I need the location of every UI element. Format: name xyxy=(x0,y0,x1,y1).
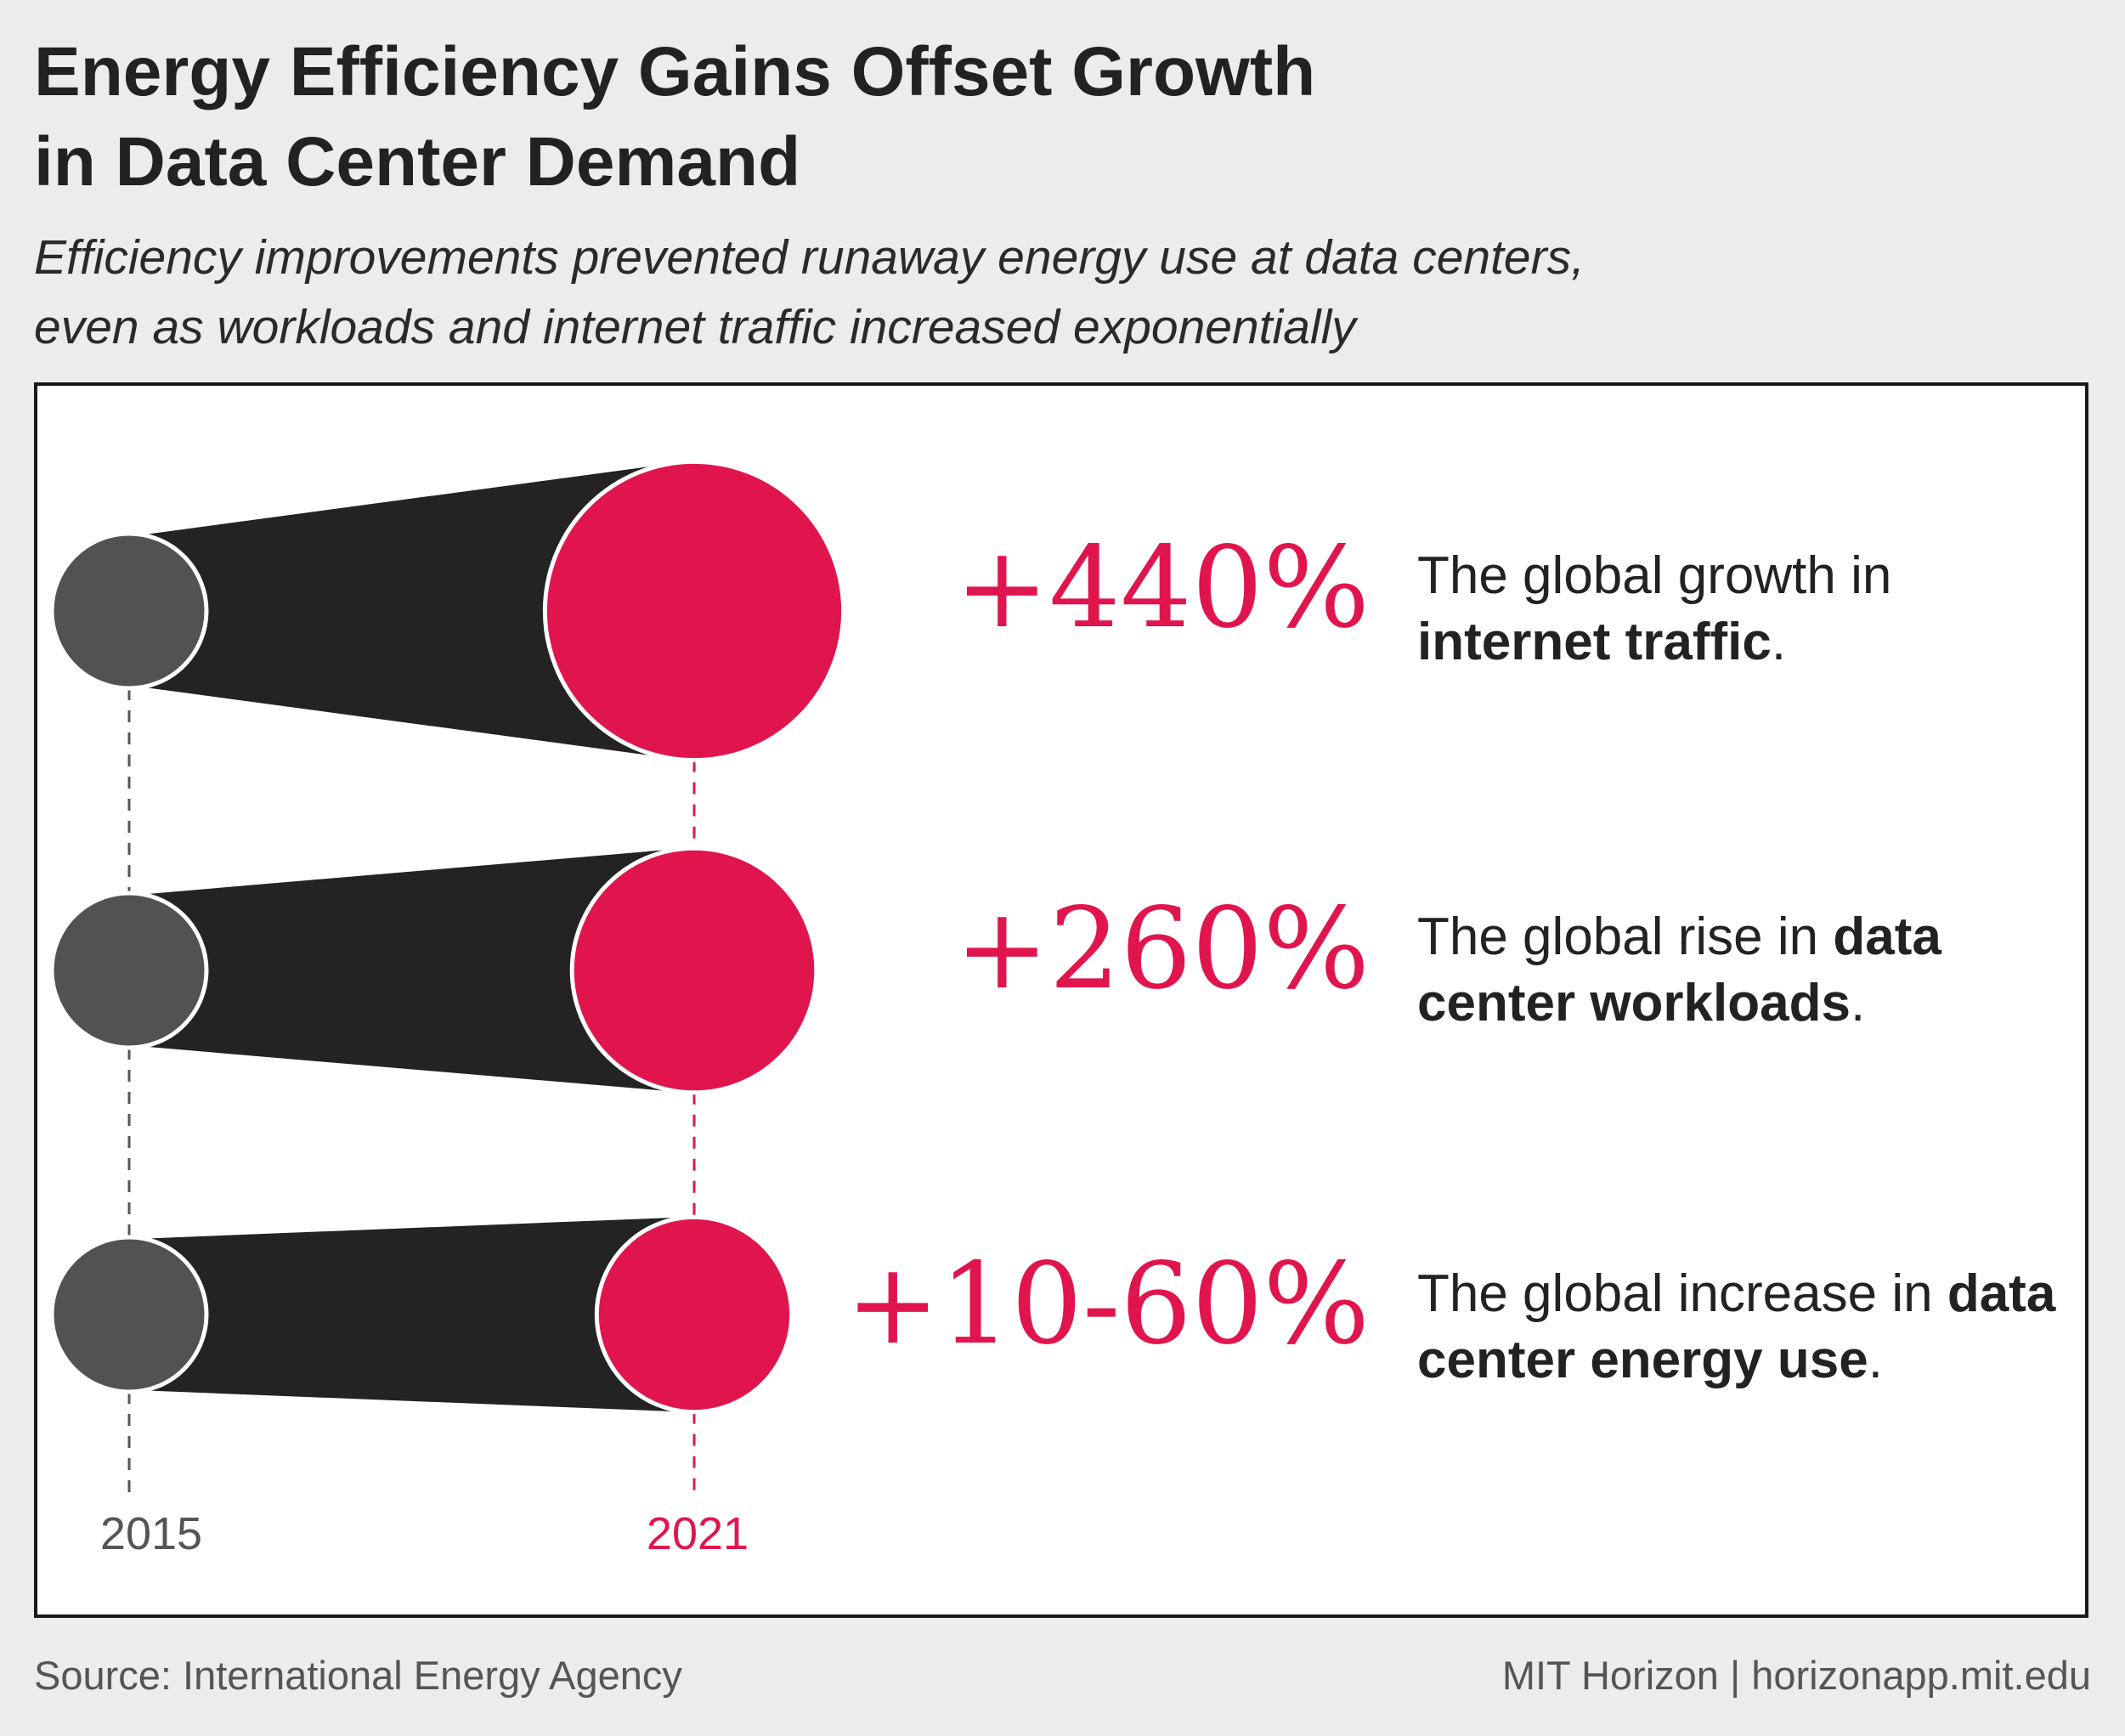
title-line-2: in Data Center Demand xyxy=(34,123,801,201)
desc-highlight: data center energy use xyxy=(1417,1264,2056,1389)
chart-subtitle: Efficiency improvements prevented runawa… xyxy=(34,223,1988,362)
bubble-2021 xyxy=(569,845,819,1095)
desc-period: . xyxy=(1868,1331,1883,1389)
connector-band xyxy=(139,1217,686,1412)
bubble-chart xyxy=(49,459,846,1497)
source-note: Source: International Energy Agency xyxy=(34,1653,682,1698)
value-label-energy-use: +10-60% xyxy=(845,1239,1370,1370)
subtitle-line-2: even as workloads and internet traffic i… xyxy=(34,300,1356,354)
desc-highlight: data center workloads xyxy=(1417,908,1941,1032)
desc-text: The global rise in xyxy=(1417,908,1834,966)
desc-internet-traffic: The global growth in internet traffic. xyxy=(1417,543,2063,676)
desc-energy-use: The global increase in data center energ… xyxy=(1417,1261,2063,1394)
bubble-2021 xyxy=(542,459,846,763)
credit-note: MIT Horizon | horizonapp.mit.edu xyxy=(1501,1653,2091,1698)
desc-highlight: internet traffic xyxy=(1417,613,1772,671)
desc-text: The global growth in xyxy=(1417,546,1892,605)
bubble-2015 xyxy=(49,1235,209,1394)
desc-text: The global increase in xyxy=(1417,1264,1947,1323)
bubble-2015 xyxy=(49,891,209,1050)
bubble-2015 xyxy=(49,531,209,691)
subtitle-line-1: Efficiency improvements prevented runawa… xyxy=(34,230,1585,285)
connector-band xyxy=(139,848,686,1093)
year-label-2015: 2015 xyxy=(99,1508,203,1559)
desc-workloads: The global rise in data center workloads… xyxy=(1417,904,2063,1037)
value-label-workloads: +260% xyxy=(955,884,1370,1015)
desc-period: . xyxy=(1771,613,1787,671)
chart-title: Energy Efficiency Gains Offset Growth in… xyxy=(34,27,1563,207)
year-label-2021: 2021 xyxy=(646,1508,749,1559)
connector-band xyxy=(139,461,686,761)
value-label-internet-traffic: +440% xyxy=(955,523,1370,653)
title-line-1: Energy Efficiency Gains Offset Growth xyxy=(34,33,1316,110)
bubble-2021 xyxy=(594,1214,794,1415)
desc-period: . xyxy=(1850,974,1866,1032)
chart-panel: 2015 2021 +440% The global growth in int… xyxy=(34,382,2088,1618)
